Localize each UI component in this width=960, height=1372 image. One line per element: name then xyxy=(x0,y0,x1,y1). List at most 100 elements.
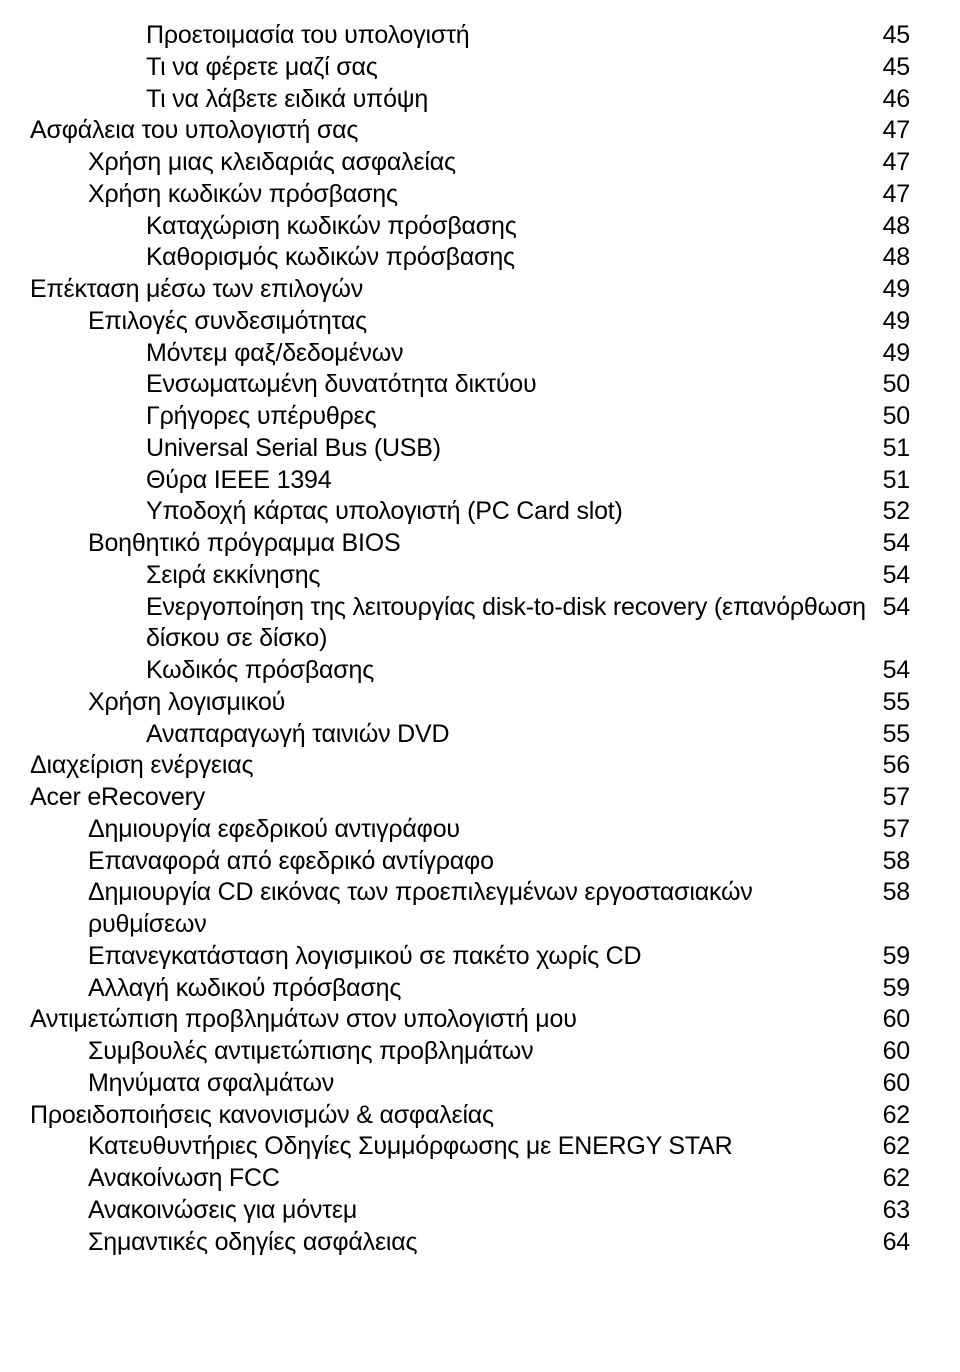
toc-entry-title: Δημιουργία CD εικόνας των προεπιλεγμένων… xyxy=(30,877,871,941)
toc-entry[interactable]: Επιλογές συνδεσιμότητας49 xyxy=(30,306,910,338)
toc-entry[interactable]: Μόντεμ φαξ/δεδομένων49 xyxy=(30,338,910,370)
toc-entry[interactable]: Ενσωματωμένη δυνατότητα δικτύου50 xyxy=(30,369,910,401)
toc-entry[interactable]: Αναπαραγωγή ταινιών DVD55 xyxy=(30,719,910,751)
toc-entry[interactable]: Ασφάλεια του υπολογιστή σας47 xyxy=(30,115,910,147)
toc-entry[interactable]: Διαχείριση ενέργειας56 xyxy=(30,750,910,782)
toc-entry[interactable]: Χρήση κωδικών πρόσβασης47 xyxy=(30,179,910,211)
toc-entry[interactable]: Χρήση μιας κλειδαριάς ασφαλείας47 xyxy=(30,147,910,179)
toc-entry[interactable]: Σημαντικές οδηγίες ασφάλειας64 xyxy=(30,1227,910,1259)
toc-entry-title: Χρήση κωδικών πρόσβασης xyxy=(30,179,871,211)
toc-entry-title: Μηνύματα σφαλμάτων xyxy=(30,1068,871,1100)
toc-entry[interactable]: Δημιουργία CD εικόνας των προεπιλεγμένων… xyxy=(30,877,910,941)
toc-entry-page: 45 xyxy=(871,20,910,52)
toc-entry-page: 47 xyxy=(871,179,910,211)
toc-entry-title: Χρήση μιας κλειδαριάς ασφαλείας xyxy=(30,147,871,179)
toc-entry[interactable]: Τι να φέρετε μαζί σας45 xyxy=(30,52,910,84)
toc-entry-page: 50 xyxy=(871,401,910,433)
toc-entry-page: 56 xyxy=(871,750,910,782)
toc-entry-title: Υποδοχή κάρτας υπολογιστή (PC Card slot) xyxy=(30,496,871,528)
toc-entry-title: Καταχώριση κωδικών πρόσβασης xyxy=(30,211,871,243)
toc-entry[interactable]: Σειρά εκκίνησης54 xyxy=(30,560,910,592)
toc-entry-page: 49 xyxy=(871,306,910,338)
toc-entry[interactable]: Ανακοινώσεις για μόντεμ63 xyxy=(30,1195,910,1227)
toc-entry-title: Ανακοίνωση FCC xyxy=(30,1163,871,1195)
toc-entry-page: 54 xyxy=(871,655,910,687)
toc-entry-page: 57 xyxy=(871,782,910,814)
toc-entry-title: Ασφάλεια του υπολογιστή σας xyxy=(30,115,871,147)
toc-entry-page: 52 xyxy=(871,496,910,528)
toc-entry[interactable]: Προειδοποιήσεις κανονισμών & ασφαλείας62 xyxy=(30,1100,910,1132)
toc-entry-title: Επέκταση μέσω των επιλογών xyxy=(30,274,871,306)
toc-entry-page: 54 xyxy=(871,560,910,592)
toc-entry[interactable]: Αντιμετώπιση προβλημάτων στον υπολογιστή… xyxy=(30,1004,910,1036)
toc-entry[interactable]: Κατευθυντήριες Οδηγίες Συμμόρφωσης με EN… xyxy=(30,1131,910,1163)
toc-entry-page: 57 xyxy=(871,814,910,846)
toc-entry-page: 55 xyxy=(871,687,910,719)
toc-entry[interactable]: Δημιουργία εφεδρικού αντιγράφου57 xyxy=(30,814,910,846)
toc-entry[interactable]: Ενεργοποίηση της λειτουργίας disk-to-dis… xyxy=(30,592,910,656)
toc-entry[interactable]: Καθορισμός κωδικών πρόσβασης48 xyxy=(30,242,910,274)
toc-entry-page: 63 xyxy=(871,1195,910,1227)
toc-entry-title: Σειρά εκκίνησης xyxy=(30,560,871,592)
toc-entry-page: 48 xyxy=(871,211,910,243)
toc-entry-page: 58 xyxy=(871,846,910,878)
toc-entry-title: Βοηθητικό πρόγραμμα BIOS xyxy=(30,528,871,560)
toc-entry-title: Κατευθυντήριες Οδηγίες Συμμόρφωσης με EN… xyxy=(30,1131,871,1163)
toc-entry-title: Επιλογές συνδεσιμότητας xyxy=(30,306,871,338)
toc-entry-page: 49 xyxy=(871,338,910,370)
toc-entry-title: Universal Serial Bus (USB) xyxy=(30,433,871,465)
toc-entry[interactable]: Ανακοίνωση FCC62 xyxy=(30,1163,910,1195)
toc-entry-title: Acer eRecovery xyxy=(30,782,871,814)
toc-entry[interactable]: Μηνύματα σφαλμάτων60 xyxy=(30,1068,910,1100)
toc-entry-page: 47 xyxy=(871,115,910,147)
toc-entry[interactable]: Επαναφορά από εφεδρικό αντίγραφο58 xyxy=(30,846,910,878)
toc-entry-title: Αναπαραγωγή ταινιών DVD xyxy=(30,719,871,751)
toc-entry[interactable]: Προετοιμασία του υπολογιστή45 xyxy=(30,20,910,52)
toc-entry-page: 54 xyxy=(871,592,910,624)
toc-entry[interactable]: Καταχώριση κωδικών πρόσβασης48 xyxy=(30,211,910,243)
toc-entry[interactable]: Acer eRecovery57 xyxy=(30,782,910,814)
toc-entry[interactable]: Βοηθητικό πρόγραμμα BIOS54 xyxy=(30,528,910,560)
toc-entry-title: Δημιουργία εφεδρικού αντιγράφου xyxy=(30,814,871,846)
toc-entry-title: Αλλαγή κωδικού πρόσβασης xyxy=(30,973,871,1005)
toc-entry-title: Γρήγορες υπέρυθρες xyxy=(30,401,871,433)
toc-entry[interactable]: Θύρα IEEE 139451 xyxy=(30,465,910,497)
toc-entry-page: 59 xyxy=(871,973,910,1005)
toc-entry-title: Επανεγκατάσταση λογισμικού σε πακέτο χωρ… xyxy=(30,941,871,973)
toc-entry-page: 64 xyxy=(871,1227,910,1259)
toc-entry-page: 54 xyxy=(871,528,910,560)
toc-entry[interactable]: Χρήση λογισμικού55 xyxy=(30,687,910,719)
toc-page: Προετοιμασία του υπολογιστή45Τι να φέρετ… xyxy=(0,0,960,1372)
toc-entry-page: 51 xyxy=(871,465,910,497)
toc-entry[interactable]: Κωδικός πρόσβασης54 xyxy=(30,655,910,687)
toc-entry-title: Μόντεμ φαξ/δεδομένων xyxy=(30,338,871,370)
toc-entry-title: Ανακοινώσεις για μόντεμ xyxy=(30,1195,871,1227)
toc-entry-page: 62 xyxy=(871,1100,910,1132)
toc-entry-title: Τι να λάβετε ειδικά υπόψη xyxy=(30,84,871,116)
toc-entry-title: Κωδικός πρόσβασης xyxy=(30,655,871,687)
toc-entry[interactable]: Τι να λάβετε ειδικά υπόψη46 xyxy=(30,84,910,116)
toc-entry[interactable]: Επέκταση μέσω των επιλογών49 xyxy=(30,274,910,306)
toc-entry[interactable]: Επανεγκατάσταση λογισμικού σε πακέτο χωρ… xyxy=(30,941,910,973)
toc-entry[interactable]: Universal Serial Bus (USB)51 xyxy=(30,433,910,465)
toc-entry[interactable]: Υποδοχή κάρτας υπολογιστή (PC Card slot)… xyxy=(30,496,910,528)
toc-entry-title: Αντιμετώπιση προβλημάτων στον υπολογιστή… xyxy=(30,1004,871,1036)
toc-entry-title: Ενεργοποίηση της λειτουργίας disk-to-dis… xyxy=(30,592,871,656)
toc-entry-title: Διαχείριση ενέργειας xyxy=(30,750,871,782)
toc-entry-title: Συμβουλές αντιμετώπισης προβλημάτων xyxy=(30,1036,871,1068)
toc-entry-title: Προειδοποιήσεις κανονισμών & ασφαλείας xyxy=(30,1100,871,1132)
toc-entry[interactable]: Συμβουλές αντιμετώπισης προβλημάτων60 xyxy=(30,1036,910,1068)
toc-entry[interactable]: Γρήγορες υπέρυθρες50 xyxy=(30,401,910,433)
toc-entry-page: 55 xyxy=(871,719,910,751)
toc-entry-title: Καθορισμός κωδικών πρόσβασης xyxy=(30,242,871,274)
toc-entry-page: 50 xyxy=(871,369,910,401)
toc-entry[interactable]: Αλλαγή κωδικού πρόσβασης59 xyxy=(30,973,910,1005)
toc-entry-page: 60 xyxy=(871,1036,910,1068)
toc-entry-page: 62 xyxy=(871,1163,910,1195)
toc-entry-page: 49 xyxy=(871,274,910,306)
toc-entry-title: Επαναφορά από εφεδρικό αντίγραφο xyxy=(30,846,871,878)
toc-list: Προετοιμασία του υπολογιστή45Τι να φέρετ… xyxy=(30,20,910,1258)
toc-entry-title: Σημαντικές οδηγίες ασφάλειας xyxy=(30,1227,871,1259)
toc-entry-page: 47 xyxy=(871,147,910,179)
toc-entry-title: Τι να φέρετε μαζί σας xyxy=(30,52,871,84)
